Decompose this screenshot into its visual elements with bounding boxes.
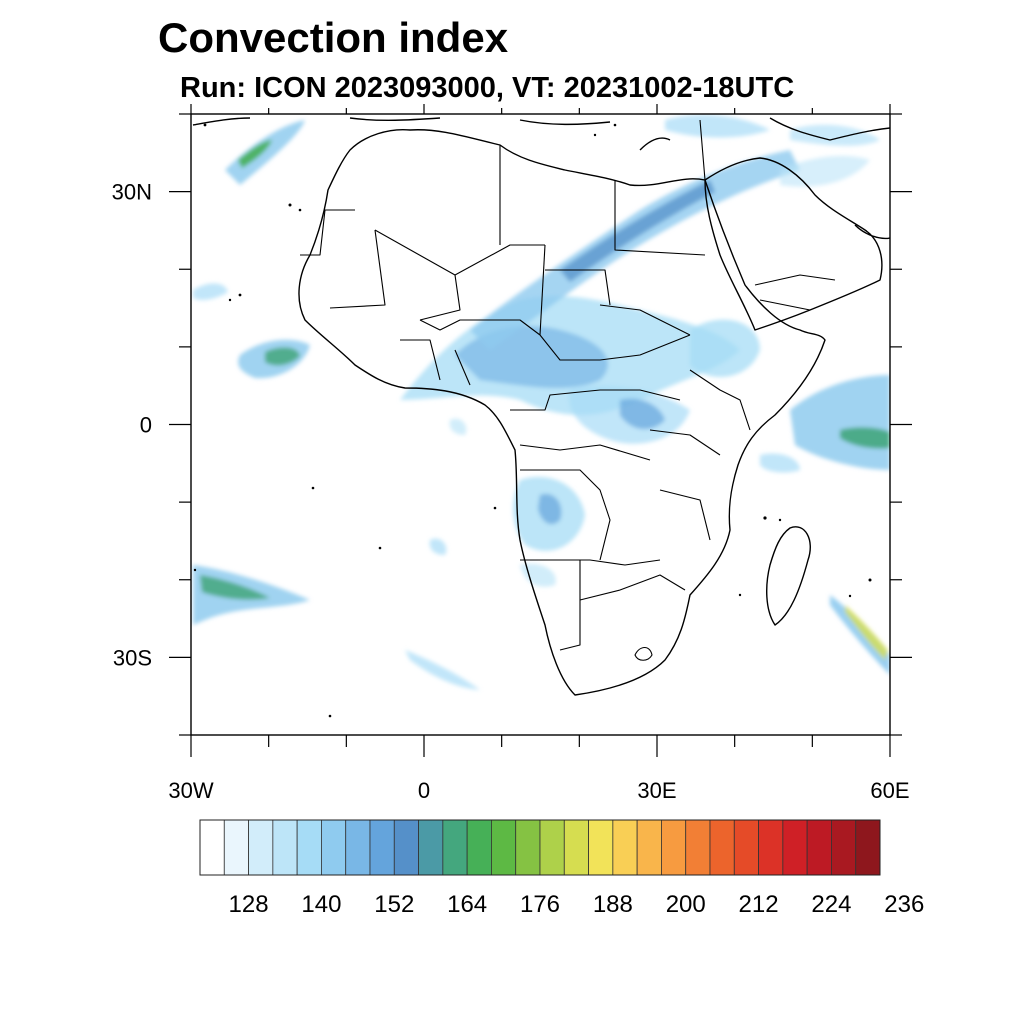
colorbar-swatch [515,819,541,876]
chart-subtitle: Run: ICON 2023093000, VT: 20231002-18UTC [180,72,795,104]
colorbar-swatch [661,819,687,876]
x-tick-label: 30E [637,778,676,803]
colorbar-frame [199,819,881,876]
colorbar-swatch [321,819,347,876]
colorbar-label: 188 [593,891,633,918]
colorbar-label: 176 [520,891,560,918]
colorbar-label: 236 [884,891,924,918]
y-axis: 30N 0 30S [112,113,912,736]
colorbar-swatch [758,819,784,876]
x-tick-label: 30W [168,778,213,803]
coastlines [192,117,890,696]
colorbar-swatch [588,819,614,876]
colorbar-label: 140 [301,891,341,918]
colorbar-swatch [806,819,832,876]
country-borders [300,119,836,661]
colorbar-swatch [418,819,444,876]
colorbar-swatch [393,819,419,876]
colorbar-label: 212 [739,891,779,918]
colorbar-swatch [345,819,371,876]
colorbar-swatch [369,819,395,876]
colorbar-swatch [296,819,322,876]
colorbar-label: 200 [666,891,706,918]
y-tick-label: 0 [140,413,152,438]
colorbar-swatch [831,819,857,876]
colorbar-swatch [563,819,589,876]
colorbar-swatch [223,819,249,876]
colorbar-swatch [539,819,565,876]
x-tick-label: 60E [870,778,909,803]
chart-title: Convection index [158,14,509,61]
colorbar-swatch [612,819,638,876]
colorbar-swatch [636,819,662,876]
plot-frame [190,113,891,736]
colorbar-label: 224 [811,891,851,918]
colorbar-swatch [272,819,298,876]
colorbar-swatch [855,819,881,876]
colorbar-swatch [442,819,468,876]
colorbar-swatch [733,819,759,876]
colorbar-swatch [466,819,492,876]
colorbar-swatch [199,819,225,876]
colorbar-label: 164 [447,891,487,918]
colorbar-label: 128 [229,891,269,918]
islands [193,123,872,718]
colorbar-swatch [491,819,517,876]
convection-field [192,114,890,718]
colorbar-label: 152 [374,891,414,918]
colorbar: 128 140 152 164 176 188 200 212 224 236 [199,819,924,918]
colorbar-swatch [685,819,711,876]
colorbar-swatch [782,819,808,876]
x-axis: 30W 0 30E 60E [168,104,910,803]
y-tick-label: 30S [113,645,152,670]
x-tick-label: 0 [418,778,430,803]
y-tick-label: 30N [112,180,152,205]
colorbar-swatch [709,819,735,876]
colorbar-swatch [248,819,274,876]
